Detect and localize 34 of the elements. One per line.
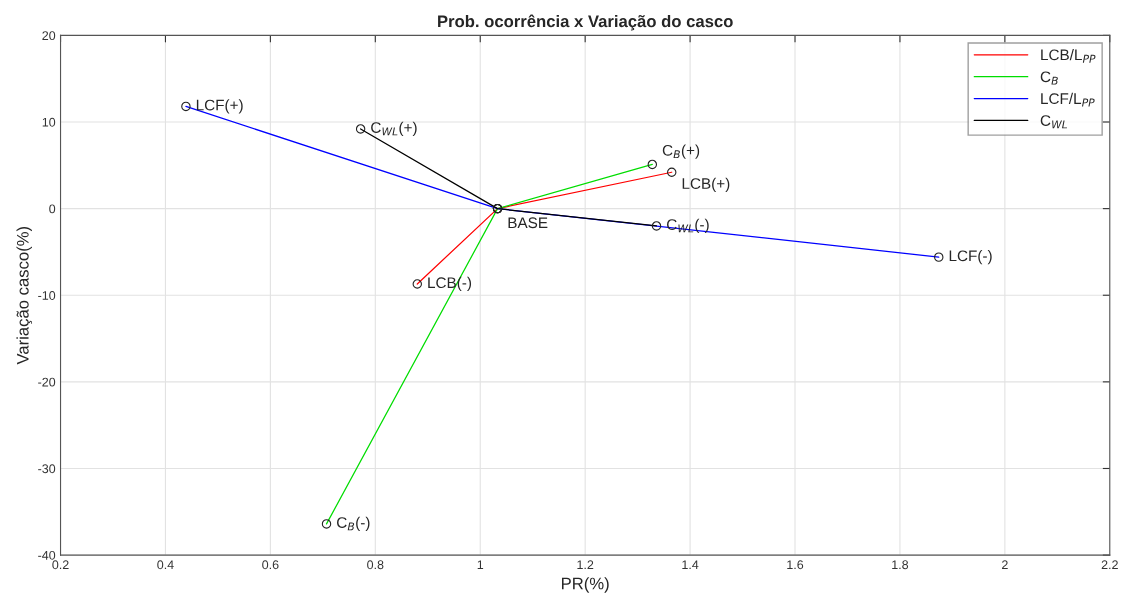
- point: [355, 124, 366, 134]
- x-tick-label: 1.8: [892, 560, 909, 570]
- annotation: C$_{B}$(-): [337, 516, 370, 531]
- annotation: C$_{WL}$(+): [371, 121, 417, 136]
- chart-title: Prob. ocorrência x Variação do casco: [438, 14, 733, 31]
- annotation: C$_{B}$(+): [662, 144, 700, 159]
- x-axis-title: PR(%): [561, 577, 609, 593]
- annotation: LCF(+): [196, 99, 243, 114]
- x-tick-label: 1.4: [682, 560, 699, 570]
- x-tick-label: 1.6: [787, 560, 804, 570]
- y-tick-label: -40: [38, 550, 56, 560]
- legend-label: LCF/L$_{PP}$: [1041, 92, 1095, 107]
- annotation: BASE: [508, 217, 548, 229]
- y-tick-label: -20: [38, 377, 56, 387]
- y-tick-label: 0: [49, 204, 56, 214]
- y-axis-title: Variação casco(%): [16, 226, 33, 365]
- annotation: LCF(-): [949, 250, 992, 265]
- annotation: LCB(+): [682, 177, 730, 193]
- point: [651, 221, 662, 231]
- x-tick-label: 2.2: [1101, 560, 1118, 570]
- x-tick-label: 1.2: [577, 560, 594, 570]
- y-tick-label: 10: [42, 117, 56, 127]
- legend-label: C$_{WL}$: [1040, 115, 1068, 129]
- y-tick-label: -30: [38, 464, 56, 474]
- x-tick-label: 0.4: [157, 560, 174, 570]
- x-tick-label: 0.8: [367, 560, 384, 570]
- x-tick-label: 0.2: [52, 560, 69, 570]
- x-tick-label: 1: [477, 560, 484, 570]
- legend-label: LCB/L$_{PP}$: [1041, 49, 1096, 63]
- y-tick-label: -10: [38, 291, 56, 300]
- y-tick-label: 20: [42, 31, 56, 41]
- x-tick-label: 0.6: [262, 560, 279, 570]
- legend-label: C$_{B}$: [1040, 71, 1058, 85]
- x-tick-label: 2: [1002, 560, 1008, 570]
